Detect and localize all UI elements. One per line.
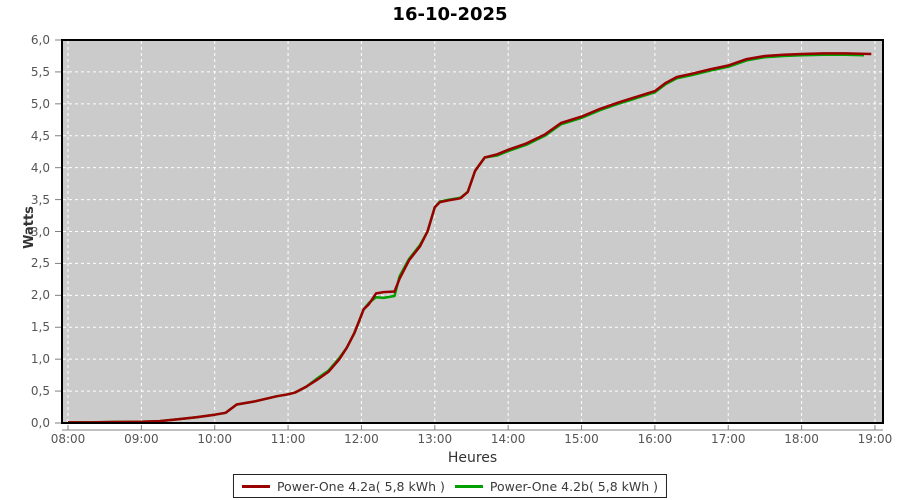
legend-label: Power-One 4.2b( 5,8 kWh ): [489, 478, 659, 494]
y-axis-title: Watts: [21, 206, 37, 249]
legend-entry: Power-One 4.2a( 5,8 kWh ): [241, 478, 445, 494]
x-tick-label: 16:00: [637, 432, 673, 446]
y-tick-label: 5,5: [30, 64, 50, 79]
plot-border: [61, 39, 884, 424]
y-tick-label: 4,5: [30, 128, 50, 143]
y-tick-label: 0,0: [30, 416, 50, 430]
x-tick-label: 10:00: [197, 432, 233, 446]
x-axis-title: Heures: [447, 450, 498, 466]
x-tick-label: 12:00: [344, 432, 379, 446]
y-tick-label: 0,5: [30, 384, 50, 399]
x-tick-label: 08:00: [50, 432, 86, 446]
x-tick-label: 19:00: [857, 432, 893, 446]
y-tick-label: 2,0: [30, 288, 50, 303]
legend-label: Power-One 4.2a( 5,8 kWh ): [276, 478, 445, 494]
x-tick-label: 18:00: [784, 432, 819, 446]
x-tick-label: 17:00: [710, 432, 746, 446]
series-a-line: [68, 52, 872, 423]
y-tick-label: 3,0: [30, 224, 50, 239]
y-tick-label: 6,0: [30, 33, 50, 47]
y-tick-label: 2,5: [30, 256, 50, 271]
y-tick-label: 4,0: [30, 160, 50, 175]
x-tick-label: 09:00: [124, 432, 159, 446]
x-tick-label: 11:00: [270, 432, 306, 446]
x-tick-label: 15:00: [564, 432, 599, 446]
x-tick-label: 14:00: [490, 432, 526, 446]
y-tick-label: 1,5: [30, 320, 50, 335]
legend-line-swatch: [241, 484, 270, 488]
chart-title: 16-10-2025: [392, 4, 508, 25]
legend-box: Power-One 4.2a( 5,8 kWh ) Power-One 4.2b(…: [232, 474, 668, 498]
y-tick-label: 5,0: [30, 96, 50, 111]
legend-entry: Power-One 4.2b( 5,8 kWh ): [454, 478, 659, 494]
y-tick-label: 1,0: [30, 352, 50, 367]
x-tick-label: 13:00: [417, 432, 453, 446]
legend-line-swatch: [454, 484, 483, 488]
y-tick-label: 3,5: [30, 192, 50, 207]
